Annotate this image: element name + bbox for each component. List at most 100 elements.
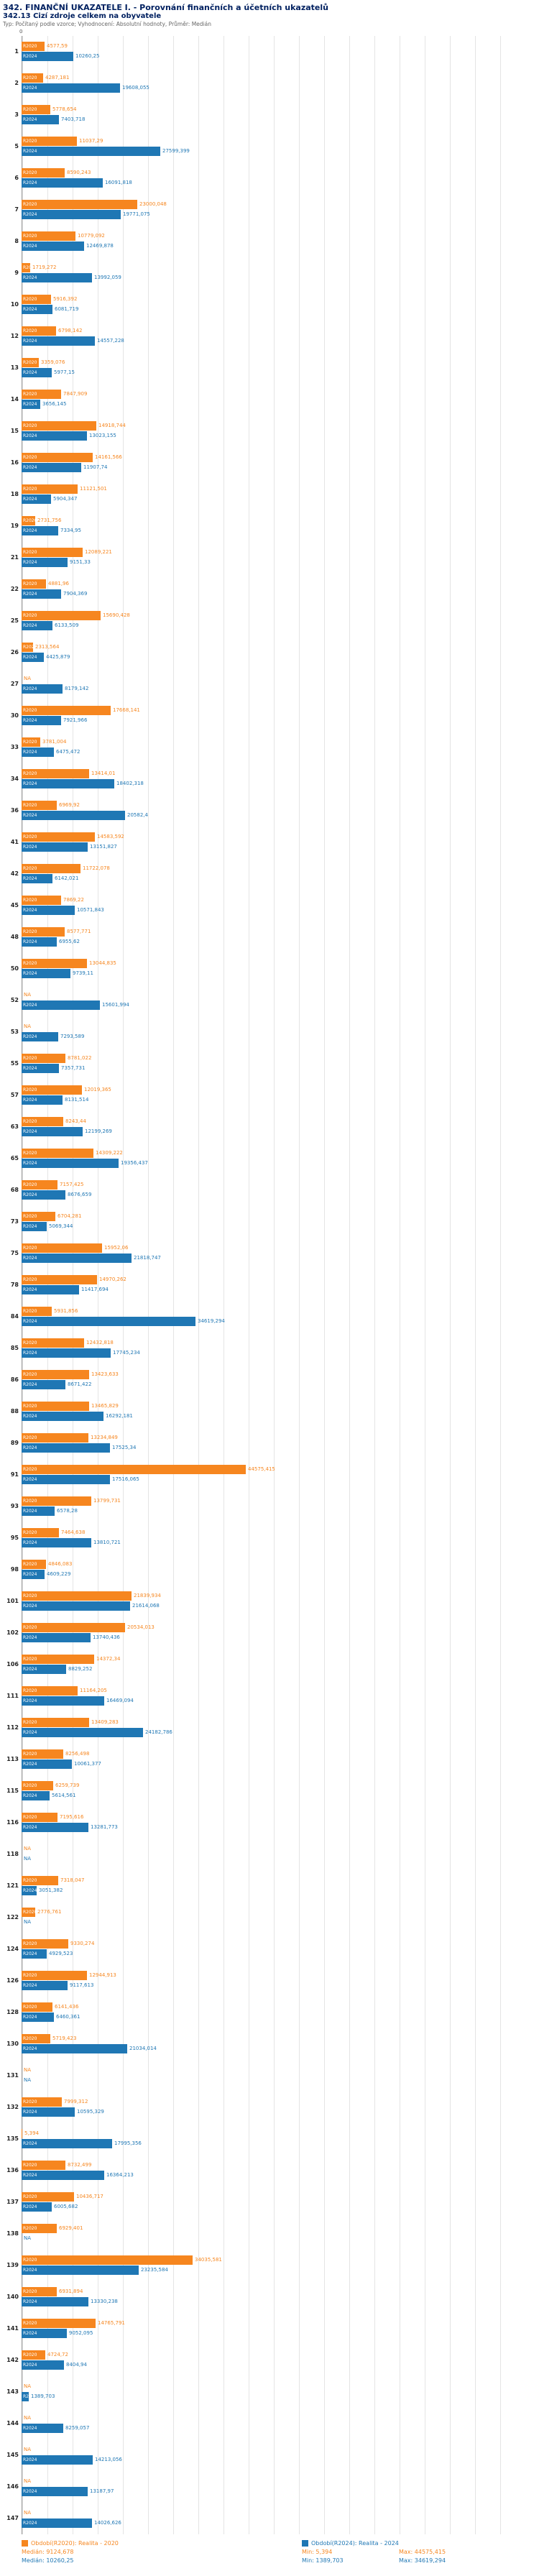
bar-row-r2020: R2020 4724,72 bbox=[22, 2350, 539, 2360]
bar-row-r2020: R2020 34035,581 bbox=[22, 2255, 539, 2265]
series-name-label: R2024 bbox=[23, 1604, 37, 1609]
row-id-label: 115 bbox=[6, 1788, 19, 1794]
bar-r2024: R2024 bbox=[22, 2044, 127, 2053]
bar-row-r2020: R2020 14372,34 bbox=[22, 1655, 539, 1664]
bar-value-label: 5719,423 bbox=[52, 2036, 77, 2041]
chart-group: 128 R2020 6141,436 R2024 6460,361 bbox=[0, 1997, 539, 2028]
bar-value-label: 8781,022 bbox=[68, 1055, 92, 1061]
bar-row-r2024: R2024 7921,966 bbox=[22, 716, 539, 725]
row-id-label: 84 bbox=[10, 1313, 19, 1320]
bar-value-label: 3359,076 bbox=[41, 359, 65, 365]
bar-r2024: R2024 bbox=[22, 589, 61, 599]
bar-value-label: 14161,566 bbox=[95, 454, 122, 460]
series-name-label: R2024 bbox=[23, 1667, 37, 1672]
bar-r2020: R2020 bbox=[22, 959, 87, 968]
bar-value-label: NA bbox=[24, 2067, 32, 2073]
chart-group: 121 R2020 7318,047 R2024 3051,382 bbox=[0, 1870, 539, 1902]
bar-r2020: R2020 bbox=[22, 73, 43, 83]
bar-r2024: R2024 bbox=[22, 1696, 104, 1706]
bar-chart: 1 R2020 4577,59 R2024 10260,25 2 R2020 4287,181… bbox=[0, 36, 539, 2534]
bar-r2020: R2020 bbox=[22, 1813, 57, 1822]
chart-group: 140 R2020 6931,894 R2024 13330,238 bbox=[0, 2281, 539, 2313]
series-name-label: R2024 bbox=[23, 2426, 37, 2431]
row-id-label: 95 bbox=[10, 1535, 19, 1541]
chart-group: 98 R2020 4846,083 R2024 4609,229 bbox=[0, 1554, 539, 1586]
bar-row-r2024: R2024 7357,731 bbox=[22, 1064, 539, 1073]
bar-row-r2020: NA bbox=[22, 990, 539, 1000]
bar-r2024: R2024 bbox=[22, 1981, 68, 1990]
bar-r2024: R2024 bbox=[22, 1570, 45, 1579]
series-name-label: R2024 bbox=[23, 1129, 37, 1134]
bar-r2020: R2020 bbox=[22, 453, 93, 462]
bar-r2024: R2024 bbox=[22, 1823, 88, 1832]
bar-value-label: 7195,616 bbox=[60, 1814, 84, 1820]
bar-value-label: 11417,694 bbox=[81, 1287, 109, 1292]
series-name-label: R2020 bbox=[23, 392, 37, 397]
bar-row-r2020: R2020 12944,913 bbox=[22, 1971, 539, 1980]
series-name-label: R2024 bbox=[23, 1793, 37, 1798]
bar-row-r2020: R2020 11037,29 bbox=[22, 137, 539, 146]
bar-row-r2020: R2020 5719,423 bbox=[22, 2034, 539, 2043]
bar-row-r2024: NA bbox=[22, 2234, 539, 2243]
bar-value-label: 2313,564 bbox=[35, 644, 60, 650]
bar-value-label: 5931,856 bbox=[54, 1308, 78, 1314]
bar-r2020: R2020 bbox=[22, 896, 61, 905]
bar-r2020: R2020 bbox=[22, 200, 137, 209]
bar-row-r2024: R2024 8131,514 bbox=[22, 1095, 539, 1105]
series-name-label: R2024 bbox=[23, 465, 37, 470]
bar-row-r2020: R2020 8732,499 bbox=[22, 2161, 539, 2170]
bar-r2024: R2024 bbox=[22, 558, 68, 567]
bar-row-r2020: R2020 15690,428 bbox=[22, 611, 539, 620]
bar-r2020: R2020 bbox=[22, 1465, 246, 1474]
chart-group: 14 R2020 7847,909 R2024 3656,145 bbox=[0, 384, 539, 415]
series-name-label: R2024 bbox=[23, 876, 37, 881]
bar-value-label: 8259,057 bbox=[65, 2425, 90, 2431]
bar-r2024: R2024 bbox=[22, 147, 160, 156]
bar-row-r2024: R2024 16469,094 bbox=[22, 1696, 539, 1706]
chart-group: 52 NA R2024 15601,994 bbox=[0, 985, 539, 1016]
bar-value-label: 8256,498 bbox=[65, 1751, 90, 1757]
row-id-label: 16 bbox=[10, 459, 19, 466]
series-name-label: R2020 bbox=[23, 1688, 37, 1693]
series-name-label: R2020 bbox=[23, 1182, 37, 1187]
series-name-label: R2020 bbox=[23, 2036, 37, 2041]
bar-value-label: 14918,744 bbox=[98, 423, 126, 428]
chart-group: 6 R2020 8590,243 R2024 16091,818 bbox=[0, 162, 539, 194]
bar-value-label: 12089,221 bbox=[85, 549, 112, 555]
series-name-label: R2020 bbox=[23, 202, 37, 207]
bar-r2020: R2020 bbox=[22, 263, 30, 272]
bar-value-label: 14557,228 bbox=[97, 338, 124, 344]
chart-group: 18 R2020 11121,501 R2024 5904,347 bbox=[0, 479, 539, 510]
bar-r2024: R2024 bbox=[22, 526, 58, 535]
bar-value-label: 13044,835 bbox=[89, 960, 116, 966]
series-name-label: R2024 bbox=[23, 718, 37, 723]
chart-group: 132 R2020 7999,312 R2024 10595,329 bbox=[0, 2092, 539, 2123]
bar-value-label: 4577,59 bbox=[47, 43, 68, 49]
series-name-label: R2020 bbox=[23, 1309, 37, 1314]
series-name-label: R2020 bbox=[23, 455, 37, 460]
bar-row-r2024: R2024 19771,075 bbox=[22, 210, 539, 219]
chart-group: 7 R2020 23000,048 R2024 19771,075 bbox=[0, 194, 539, 226]
series-name-label: R2020 bbox=[23, 2005, 37, 2010]
bar-row-r2020: R20202731,756 bbox=[22, 516, 539, 525]
bar-row-r2020: R2020 7157,425 bbox=[22, 1180, 539, 1190]
bar-value-label: 7847,909 bbox=[63, 391, 88, 397]
chart-group: 95 R2020 7464,638 R2024 13810,721 bbox=[0, 1522, 539, 1554]
bar-value-label: 14583,592 bbox=[97, 834, 124, 840]
bar-row-r2020: R2020 8577,771 bbox=[22, 927, 539, 937]
row-id-label: 130 bbox=[6, 2041, 19, 2047]
bar-value-label: 16364,213 bbox=[106, 2172, 134, 2178]
bar-r2024: R2024 bbox=[22, 2266, 139, 2275]
bar-value-label: 13992,059 bbox=[94, 275, 121, 280]
bar-r2024: R2024 bbox=[22, 2297, 88, 2306]
bar-r2020: R2020 bbox=[22, 1496, 91, 1506]
bar-value-label: 4425,879 bbox=[46, 654, 70, 660]
row-id-label: 93 bbox=[10, 1503, 19, 1509]
bar-row-r2020: NA bbox=[22, 2382, 539, 2391]
bar-r2020: R2020 bbox=[22, 1749, 63, 1759]
bar-value-label: 9117,613 bbox=[70, 1982, 94, 1988]
chart-group: 84 R2020 5931,856 R2024 34619,294 bbox=[0, 1301, 539, 1333]
bar-row-r2024: R2024 20582,4 bbox=[22, 811, 539, 820]
row-id-label: 88 bbox=[10, 1408, 19, 1414]
row-id-label: 26 bbox=[10, 649, 19, 656]
